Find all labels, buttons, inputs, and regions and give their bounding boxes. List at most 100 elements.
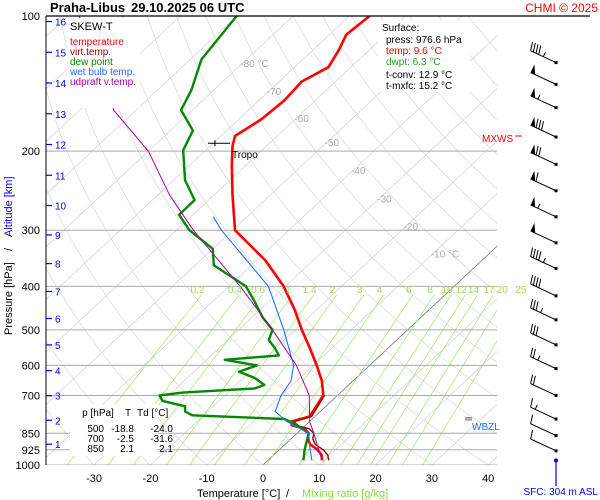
- legend-title: SKEW-T: [70, 21, 113, 33]
- wind-barb-full: [535, 277, 539, 287]
- wind-barb-station: [554, 106, 558, 110]
- dry-adiabat-line: [555, 16, 600, 465]
- isotherm-label: -60: [294, 114, 309, 125]
- temperature-tick-label: -10: [199, 473, 215, 485]
- wind-barb-pennant: [530, 87, 536, 98]
- dry-adiabat-line: [467, 16, 497, 52]
- y-axis-sep: /: [3, 247, 15, 251]
- legend-virt-temp: virt.temp.: [70, 47, 111, 58]
- mixing-ratio-label: 3: [357, 285, 363, 296]
- legend-updraft: udpraft v.temp.: [70, 77, 136, 88]
- wind-barb: [530, 117, 558, 139]
- series-virt_temp: [293, 395, 330, 461]
- isotherm-label: -30: [377, 194, 392, 205]
- altitude-tick-label: 16: [55, 18, 67, 29]
- mixing-ratio-line: [321, 294, 435, 465]
- mixing-ratio-line: [422, 340, 497, 465]
- series-wet_bulb: [212, 216, 313, 461]
- wind-barb-pennant: [530, 64, 536, 75]
- pressure-tick-label: 500: [22, 325, 40, 337]
- wind-barb-full: [532, 276, 536, 286]
- mixing-ratio-line: [356, 294, 466, 465]
- isotherm-label: -20: [404, 222, 419, 233]
- wind-barb: [530, 414, 558, 438]
- wind-barb-pennant: [530, 144, 536, 155]
- surface-press: press: 976.6 hPa: [386, 35, 462, 46]
- mixing-ratio-line: [266, 294, 384, 465]
- wind-barb-full: [535, 301, 539, 311]
- wind-barb-full: [530, 414, 534, 424]
- wind-barb: [530, 298, 558, 322]
- surface-tconv: t-conv: 12.9 °C: [386, 70, 452, 81]
- altitude-tick-label: 1: [55, 440, 61, 451]
- wind-barb-full: [530, 41, 534, 51]
- isotherm-line: [206, 193, 497, 465]
- x-axis-label: Temperature [°C]: [197, 488, 280, 500]
- mixing-ratio-label: 17: [484, 285, 496, 296]
- wind-barb-station: [554, 318, 558, 322]
- sfc-label: SFC: 304 m ASL: [524, 487, 599, 498]
- mixing-ratio-line: [340, 294, 452, 465]
- wind-barb-full: [535, 250, 539, 260]
- wind-barb-full: [530, 429, 534, 440]
- x-axis-sep: /: [286, 488, 290, 500]
- altitude-tick-label: 14: [55, 79, 67, 90]
- wind-barb-half: [542, 51, 546, 57]
- wind-barb-full: [530, 374, 534, 384]
- mixing-ratio-label: 1: [286, 285, 292, 296]
- wind-barb-full: [530, 323, 534, 334]
- wind-barb-station: [554, 266, 558, 270]
- table-cell: 2.1: [120, 444, 134, 455]
- wind-barb-staff: [530, 152, 557, 165]
- isotherm-line: [0, 16, 12, 465]
- isotherm-label: -70: [267, 87, 282, 98]
- temperature-tick-label: -20: [142, 473, 158, 485]
- series-dew_point: [158, 16, 310, 461]
- wind-barb-staff: [530, 423, 557, 437]
- pressure-tick-label: 400: [22, 281, 40, 293]
- legend-dew-point: dew point: [70, 57, 113, 68]
- chart-title: Praha-Libus: [50, 0, 125, 15]
- wind-barb: [530, 222, 558, 245]
- isotherm-line: [46, 16, 294, 248]
- altitude-tick-label: 10: [55, 202, 67, 213]
- temperature-tick-label: 0: [260, 473, 266, 485]
- temperature-tick-label: 20: [369, 473, 381, 485]
- wind-barb-station: [554, 135, 558, 139]
- surface-dwpt: dwpt: 6.3 °C: [386, 57, 441, 68]
- dry-adiabat-line: [176, 16, 497, 399]
- wind-barb-full: [538, 45, 542, 55]
- wind-barb-staff: [530, 256, 557, 269]
- wind-barb-full: [530, 398, 534, 408]
- table-cell: -2.5: [117, 434, 135, 445]
- isotherm-line: [46, 16, 406, 353]
- wind-barb: [530, 41, 558, 65]
- mixing-ratio-label: 0.6: [251, 285, 265, 296]
- wind-barb-station: [554, 294, 558, 298]
- isotherm-line: [46, 16, 350, 300]
- mixing-ratio-line: [189, 294, 314, 465]
- mixing-ratio-label: 10: [442, 285, 454, 296]
- mixing-ratio-line: [166, 294, 293, 465]
- wind-barb-station: [554, 82, 558, 86]
- dry-adiabat-line: [146, 16, 497, 435]
- altitude-tick-label: 3: [55, 392, 61, 403]
- wind-barb-half: [542, 257, 546, 263]
- table-header: p [hPa]: [82, 408, 114, 419]
- temperature-tick-label: 10: [313, 473, 325, 485]
- wind-barb-staff: [530, 230, 557, 244]
- wind-barb: [530, 196, 558, 219]
- series-temperature: [230, 16, 371, 461]
- wind-barb: [530, 347, 558, 371]
- altitude-tick-label: 9: [55, 231, 61, 242]
- wind-barb-pennant: [530, 196, 536, 208]
- wind-barb-station: [554, 449, 558, 453]
- dry-adiabat-line: [526, 16, 600, 465]
- table-header: T: [125, 408, 131, 419]
- copyright: CHMI © 2025: [525, 1, 598, 15]
- wind-barb: [530, 429, 558, 453]
- isotherm-label: -40: [351, 166, 366, 177]
- legend-wet-bulb: wet bulb temp.: [69, 67, 135, 78]
- wind-barb-full: [538, 278, 542, 288]
